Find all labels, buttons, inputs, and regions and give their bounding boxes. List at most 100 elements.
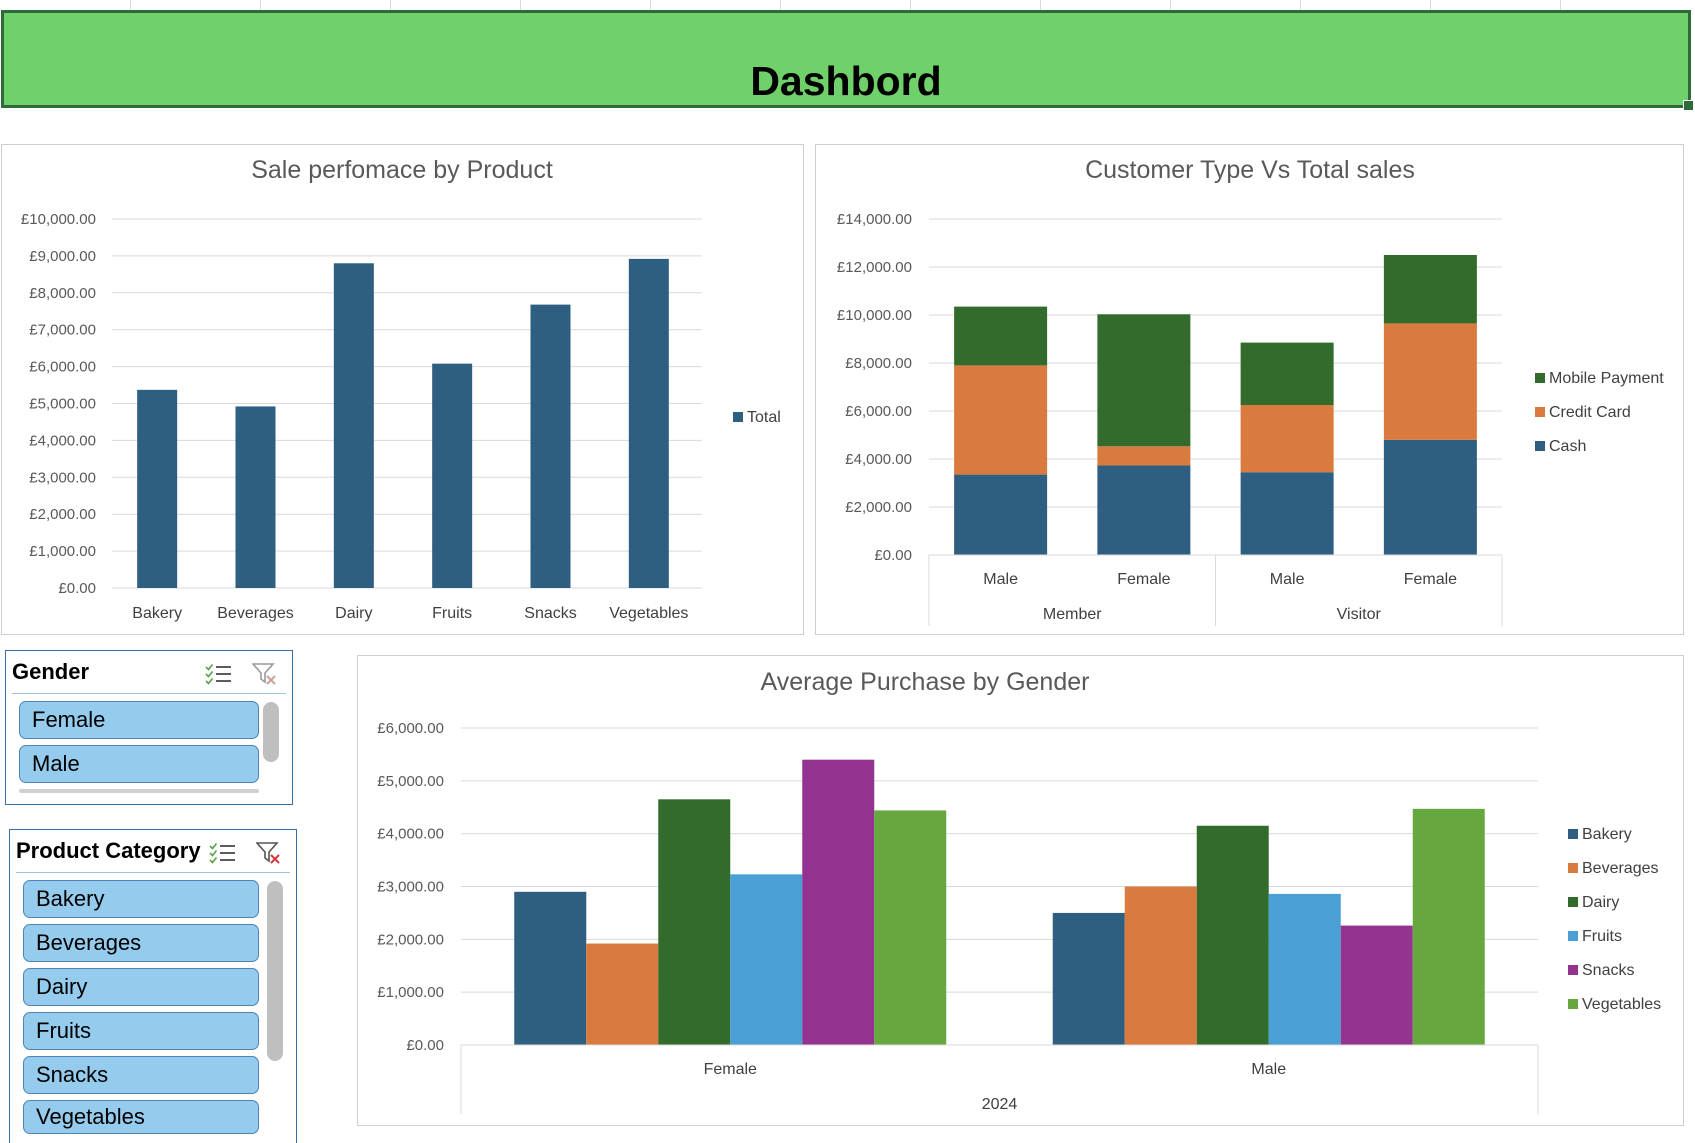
y-tick-label: £10,000.00 xyxy=(837,307,912,324)
average-purchase-chart[interactable]: Average Purchase by Gender £0.00 £1,000.00… xyxy=(357,655,1684,1126)
bar-male-vegetables xyxy=(1412,808,1485,1045)
slicer-item-beverages[interactable]: Beverages xyxy=(23,924,259,962)
y-tick-label: £1,000.00 xyxy=(377,984,444,1001)
clear-filter-icon[interactable] xyxy=(252,662,278,686)
product-slicer-divider xyxy=(16,872,290,873)
x-tick-label: Beverages xyxy=(217,605,294,622)
legend-label-dairy: Dairy xyxy=(1582,894,1619,911)
bar-male-dairy xyxy=(1196,825,1269,1045)
bar-male-bakery xyxy=(1052,912,1125,1045)
slicer-item-vegetables[interactable]: Vegetables xyxy=(23,1100,259,1134)
sales-by-product-chart[interactable]: Sale perfomace by Product £0.00 £1,000.00 £… xyxy=(1,144,804,635)
y-tick-label: £2,000.00 xyxy=(377,931,444,948)
product-category-slicer[interactable]: Product Category Bakery Beverages Dairy … xyxy=(9,829,297,1143)
x-tick-label: Fruits xyxy=(432,605,472,622)
y-tick-label: £8,000.00 xyxy=(845,355,912,372)
bar-segment-credit-card xyxy=(1097,446,1191,466)
bar-snacks xyxy=(530,304,571,588)
bar-bakery xyxy=(137,389,178,588)
y-tick-label: £6,000.00 xyxy=(29,359,96,376)
bar-male-snacks xyxy=(1340,925,1413,1045)
legend-label-total: Total xyxy=(747,409,781,426)
dashboard-title: Dashbord xyxy=(750,58,942,104)
bar-female-vegetables xyxy=(874,810,947,1045)
multi-select-icon[interactable] xyxy=(208,842,236,864)
chart-title: Sale perfomace by Product xyxy=(251,156,553,184)
legend-label-fruits: Fruits xyxy=(1582,928,1622,945)
legend-swatch-credit-card xyxy=(1535,407,1545,417)
slicer-scrollbar[interactable] xyxy=(267,881,283,1061)
multi-select-icon[interactable] xyxy=(204,663,232,685)
gender-slicer[interactable]: Gender Female Male xyxy=(5,650,293,805)
y-tick-label: £7,000.00 xyxy=(29,322,96,339)
clear-filter-icon[interactable] xyxy=(256,841,282,865)
y-tick-label: £12,000.00 xyxy=(837,259,912,276)
y-tick-label: £0.00 xyxy=(58,580,96,597)
gender-slicer-divider xyxy=(12,693,286,694)
bar-segment-mobile-payment xyxy=(1383,255,1477,324)
cell-fill-handle[interactable] xyxy=(1683,100,1694,111)
bar-segment-mobile-payment xyxy=(1240,342,1334,405)
bar-male-beverages xyxy=(1124,886,1197,1045)
legend-swatch-beverages xyxy=(1568,863,1578,873)
bar-female-bakery xyxy=(514,891,587,1045)
bar-female-snacks xyxy=(802,759,875,1045)
legend-swatch-dairy xyxy=(1568,897,1578,907)
bar-male-fruits xyxy=(1268,893,1341,1045)
slicer-item-dairy[interactable]: Dairy xyxy=(23,968,259,1006)
slicer-item-bakery[interactable]: Bakery xyxy=(23,880,259,918)
legend-swatch-cash xyxy=(1535,441,1545,451)
y-tick-label: £8,000.00 xyxy=(29,285,96,302)
group-label: Visitor xyxy=(1337,606,1382,623)
legend-label-credit-card: Credit Card xyxy=(1549,404,1631,421)
x-tick-label: Male xyxy=(983,571,1018,588)
bar-beverages xyxy=(235,406,276,588)
y-tick-label: £10,000.00 xyxy=(21,211,96,228)
bar-dairy xyxy=(333,263,374,588)
bar-segment-cash xyxy=(954,474,1048,555)
legend-label-vegetables: Vegetables xyxy=(1582,996,1661,1013)
x-tick-label: Bakery xyxy=(132,605,182,622)
y-tick-label: £9,000.00 xyxy=(29,248,96,265)
dashboard-title-cell[interactable]: Dashbord xyxy=(1,10,1694,111)
chart-title: Average Purchase by Gender xyxy=(761,668,1090,696)
bar-segment-cash xyxy=(1240,472,1334,555)
slicer-item-male[interactable]: Male xyxy=(19,745,259,783)
y-tick-label: £2,000.00 xyxy=(845,499,912,516)
legend-label-mobile-payment: Mobile Payment xyxy=(1549,370,1664,387)
y-tick-label: £6,000.00 xyxy=(845,403,912,420)
legend-swatch-bakery xyxy=(1568,829,1578,839)
legend-swatch-vegetables xyxy=(1568,999,1578,1009)
x-tick-label: Snacks xyxy=(524,605,576,622)
x-tick-label: Vegetables xyxy=(609,605,688,622)
y-tick-label: £14,000.00 xyxy=(837,211,912,228)
y-tick-label: £3,000.00 xyxy=(29,469,96,486)
legend-swatch-total xyxy=(733,412,743,422)
bar-segment-mobile-payment xyxy=(1097,314,1191,447)
bar-segment-credit-card xyxy=(1383,323,1477,440)
y-tick-label: £2,000.00 xyxy=(29,506,96,523)
slicer-item-fruits[interactable]: Fruits xyxy=(23,1012,259,1050)
group-label: Member xyxy=(1043,606,1102,623)
y-tick-label: £0.00 xyxy=(406,1037,444,1054)
customer-type-chart[interactable]: Customer Type Vs Total sales £0.00 £2,000.… xyxy=(815,144,1684,635)
y-tick-label: £0.00 xyxy=(874,547,912,564)
y-tick-label: £4,000.00 xyxy=(29,432,96,449)
legend-swatch-mobile-payment xyxy=(1535,373,1545,383)
slicer-item-snacks[interactable]: Snacks xyxy=(23,1056,259,1094)
bar-fruits xyxy=(432,363,473,588)
slicer-item-female[interactable]: Female xyxy=(19,701,259,739)
group-label: 2024 xyxy=(982,1096,1018,1113)
y-tick-label: £6,000.00 xyxy=(377,720,444,737)
y-tick-label: £1,000.00 xyxy=(29,543,96,560)
legend-label-beverages: Beverages xyxy=(1582,860,1659,877)
bar-segment-credit-card xyxy=(954,365,1048,475)
x-tick-label: Female xyxy=(1404,571,1457,588)
slicer-horizontal-scrollbar[interactable] xyxy=(19,789,259,793)
y-tick-label: £3,000.00 xyxy=(377,879,444,896)
y-tick-label: £5,000.00 xyxy=(29,396,96,413)
sheet-column-gridlines xyxy=(0,0,1695,10)
bar-segment-cash xyxy=(1097,465,1191,555)
bar-segment-cash xyxy=(1383,439,1477,555)
slicer-scrollbar[interactable] xyxy=(263,702,279,762)
